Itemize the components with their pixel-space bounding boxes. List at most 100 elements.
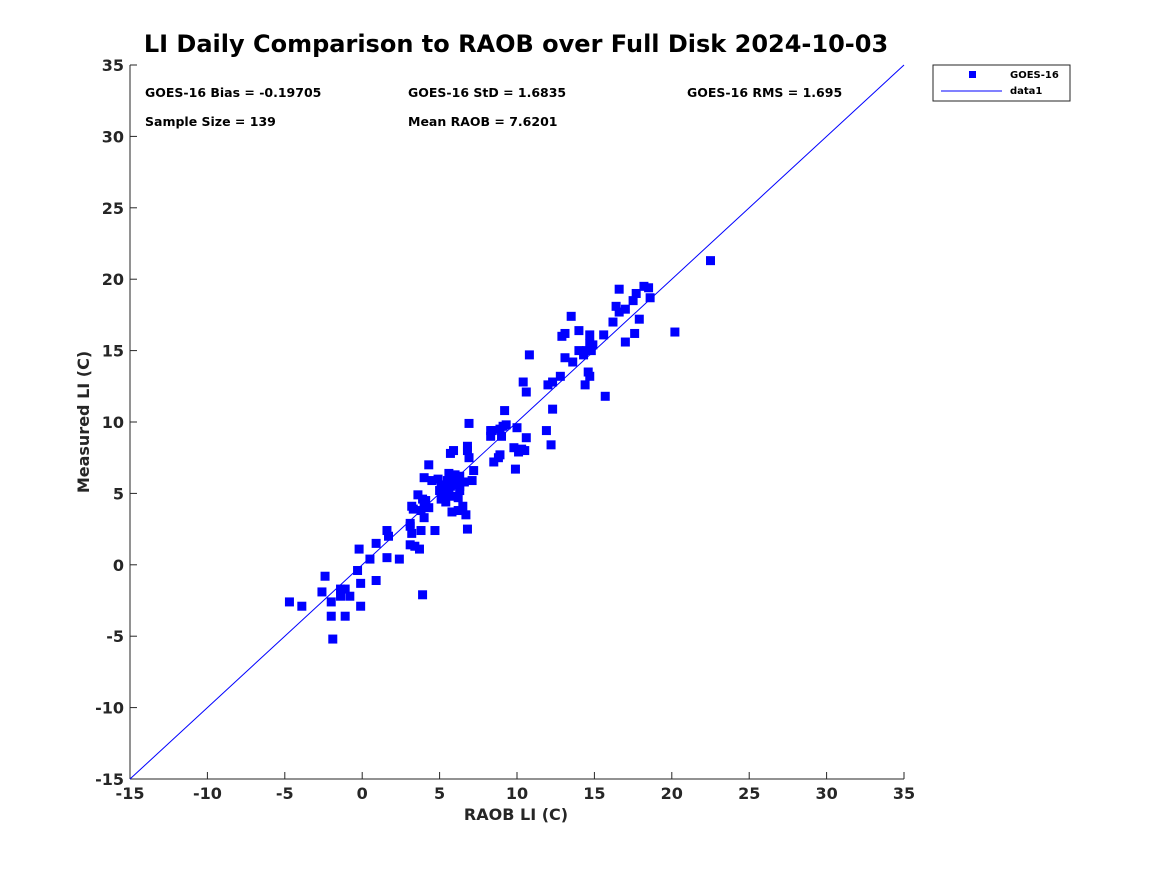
x-tick-label: 30 — [815, 784, 837, 803]
mean-raob-annotation: Mean RAOB = 7.6201 — [408, 114, 557, 129]
data-point — [580, 380, 590, 390]
y-tick-label: -15 — [95, 770, 124, 789]
x-tick-label: -15 — [116, 784, 145, 803]
data-point — [459, 477, 469, 487]
data-point — [620, 304, 630, 314]
y-tick-label: 35 — [102, 56, 124, 75]
y-tick-label: -10 — [95, 699, 124, 718]
legend-label-data1: data1 — [1010, 86, 1042, 97]
data-point — [435, 486, 445, 496]
data-point — [600, 391, 610, 401]
y-tick-label: -5 — [106, 627, 124, 646]
legend-label-goes16: GOES-16 — [1010, 70, 1059, 81]
data-point — [464, 453, 474, 463]
data-point — [340, 584, 350, 594]
data-point — [608, 317, 618, 327]
data-point — [512, 423, 522, 433]
data-point — [449, 446, 459, 456]
data-point — [340, 611, 350, 621]
data-point — [501, 420, 511, 430]
data-point — [449, 491, 459, 501]
data-point — [574, 346, 584, 356]
data-point — [320, 571, 330, 581]
data-point — [371, 538, 381, 548]
data-point — [706, 256, 715, 266]
x-tick-label: 25 — [738, 784, 760, 803]
data-point — [574, 326, 584, 336]
data-point — [521, 387, 531, 397]
data-point — [419, 473, 429, 483]
data-point — [297, 601, 307, 611]
data-point — [455, 481, 465, 491]
data-point — [365, 554, 375, 564]
data-point — [326, 597, 336, 607]
data-point — [644, 283, 654, 293]
data-point — [453, 506, 463, 516]
data-point — [405, 540, 415, 550]
data-point — [585, 330, 595, 340]
data-point — [557, 331, 567, 341]
x-tick-label: 10 — [506, 784, 528, 803]
data-point — [424, 460, 434, 470]
data-point — [495, 450, 505, 460]
data-point — [445, 481, 455, 491]
x-axis-label: RAOB LI (C) — [464, 805, 568, 824]
data-point — [458, 501, 468, 511]
data-point — [548, 377, 558, 387]
data-point — [382, 526, 392, 536]
data-point — [382, 553, 392, 563]
data-point — [645, 293, 655, 303]
chart-title: LI Daily Comparison to RAOB over Full Di… — [144, 30, 888, 58]
x-tick-label: 15 — [583, 784, 605, 803]
data-point — [510, 464, 520, 474]
data-point — [586, 346, 596, 356]
data-point — [326, 611, 336, 621]
data-point — [284, 597, 294, 607]
x-tick-label: 0 — [357, 784, 368, 803]
data-point — [462, 441, 472, 451]
data-point — [384, 531, 394, 541]
data-point — [546, 440, 556, 450]
data-point — [371, 576, 381, 586]
data-point — [524, 350, 534, 360]
data-point — [543, 380, 553, 390]
data-point — [354, 544, 364, 554]
data-point — [419, 513, 429, 523]
data-point — [614, 307, 624, 317]
data-point — [453, 493, 463, 503]
y-tick-label: 30 — [102, 127, 124, 146]
data-point — [430, 526, 440, 536]
data-point — [408, 504, 418, 514]
data-point — [467, 476, 477, 486]
x-tick-label: -10 — [193, 784, 222, 803]
y-tick-group: -15 -10 -5 0 5 10 15 20 25 30 35 — [95, 56, 137, 789]
data-point — [356, 578, 366, 588]
data-point — [517, 444, 527, 454]
data-point — [336, 584, 346, 594]
y-tick-label: 0 — [113, 556, 124, 575]
std-annotation: GOES-16 StD = 1.6835 — [408, 85, 566, 100]
data-point — [424, 503, 434, 513]
y-tick-label: 10 — [102, 413, 124, 432]
data-point — [486, 431, 496, 441]
data-point — [541, 426, 551, 436]
data-point — [416, 506, 426, 516]
x-tick-label: 20 — [661, 784, 683, 803]
x-tick-label: 35 — [893, 784, 915, 803]
data-point — [416, 526, 426, 536]
data-point — [521, 433, 531, 443]
series-line-data1 — [129, 64, 905, 780]
series-markers-goes16 — [284, 256, 715, 644]
data-point — [353, 566, 363, 576]
data-point — [620, 337, 630, 347]
data-point — [500, 406, 510, 416]
x-tick-group: -15 -10 -5 0 5 10 15 20 25 30 35 — [116, 772, 915, 803]
data-point — [599, 330, 609, 340]
data-point — [413, 490, 423, 500]
data-point — [410, 541, 420, 551]
data-point — [405, 518, 415, 528]
data-point — [631, 288, 641, 298]
data-point — [568, 357, 578, 367]
